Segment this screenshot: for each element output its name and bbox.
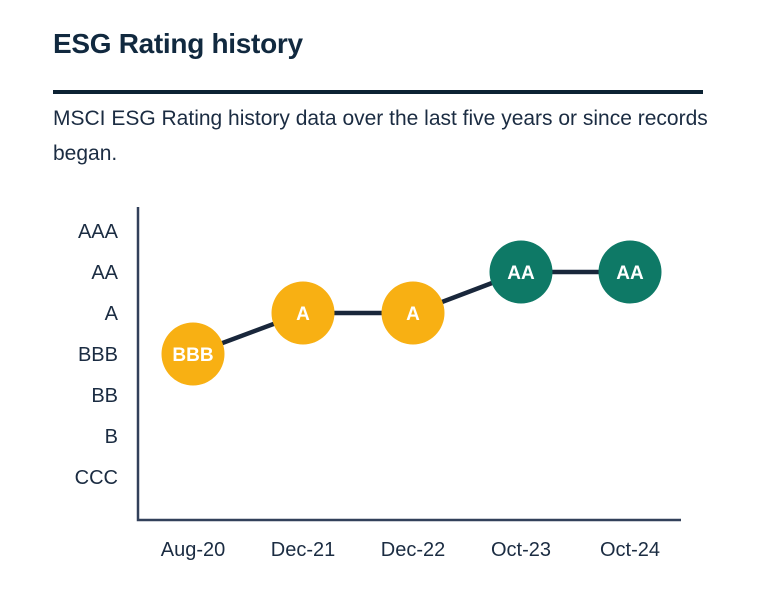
data-point-label: A xyxy=(296,304,310,325)
data-point-marker xyxy=(161,322,225,386)
y-axis-label: CCC xyxy=(75,467,118,489)
data-point-marker xyxy=(598,240,662,304)
chart-axis-line xyxy=(136,207,681,522)
x-axis-label: Oct-24 xyxy=(600,539,660,561)
y-axis-label: A xyxy=(105,303,119,325)
data-point-marker xyxy=(381,281,445,345)
x-axis-label: Oct-23 xyxy=(491,539,551,561)
data-point-label: AA xyxy=(616,263,644,284)
y-axis-label: BBB xyxy=(78,344,118,366)
data-point-label: A xyxy=(406,304,420,325)
y-axis-label: B xyxy=(105,426,118,448)
x-axis-label: Dec-21 xyxy=(271,539,335,561)
x-axis-label: Dec-22 xyxy=(381,539,445,561)
page-title: ESG Rating history xyxy=(53,28,303,59)
data-point-label: AA xyxy=(507,263,535,284)
y-axis-label: AAA xyxy=(78,221,119,243)
data-point-label: BBB xyxy=(172,345,213,366)
x-axis-label: Aug-20 xyxy=(161,539,226,561)
page-subtitle: MSCI ESG Rating history data over the la… xyxy=(53,107,708,165)
data-point-marker xyxy=(489,240,553,304)
data-point-marker xyxy=(271,281,335,345)
y-axis-label: BB xyxy=(91,385,118,407)
y-axis-label: AA xyxy=(91,262,118,284)
title-divider xyxy=(53,90,703,94)
